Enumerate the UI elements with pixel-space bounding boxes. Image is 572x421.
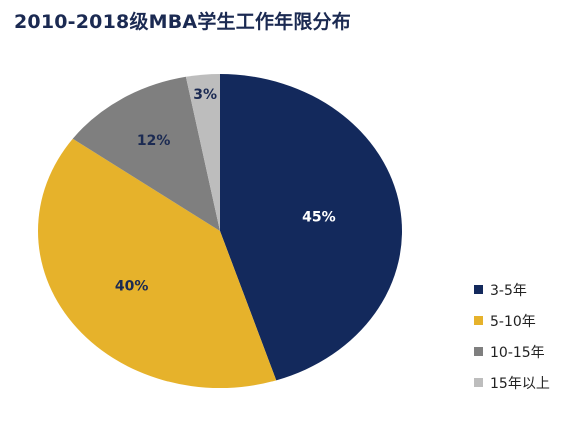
pie-slice-2 xyxy=(37,138,277,389)
data-label-4: 3% xyxy=(193,87,217,103)
pie-data-labels: 45% 40% 12% 3% xyxy=(115,87,336,294)
data-label-3: 12% xyxy=(137,133,171,149)
chart-title: 2010-2018级MBA学生工作年限分布 xyxy=(14,11,351,33)
legend-swatch xyxy=(474,316,483,325)
legend-item-2: 5-10年 xyxy=(474,312,550,330)
legend-label: 10-15年 xyxy=(490,344,545,361)
chart-legend: 3-5年 5-10年 10-15年 15年以上 xyxy=(474,281,550,405)
pie-slice-1 xyxy=(220,74,403,381)
pie-slice-3 xyxy=(72,76,220,231)
legend-label: 5-10年 xyxy=(490,313,536,330)
legend-item-1: 3-5年 xyxy=(474,281,550,299)
legend-item-3: 10-15年 xyxy=(474,343,550,361)
legend-label: 15年以上 xyxy=(490,375,550,392)
legend-label: 3-5年 xyxy=(490,282,527,299)
data-label-2: 40% xyxy=(115,278,149,294)
data-label-1: 45% xyxy=(302,209,336,225)
legend-item-4: 15年以上 xyxy=(474,374,550,392)
legend-swatch xyxy=(474,347,483,356)
legend-swatch xyxy=(474,285,483,294)
pie-slices xyxy=(37,74,403,389)
legend-swatch xyxy=(474,378,483,387)
pie-slice-4 xyxy=(185,74,220,231)
